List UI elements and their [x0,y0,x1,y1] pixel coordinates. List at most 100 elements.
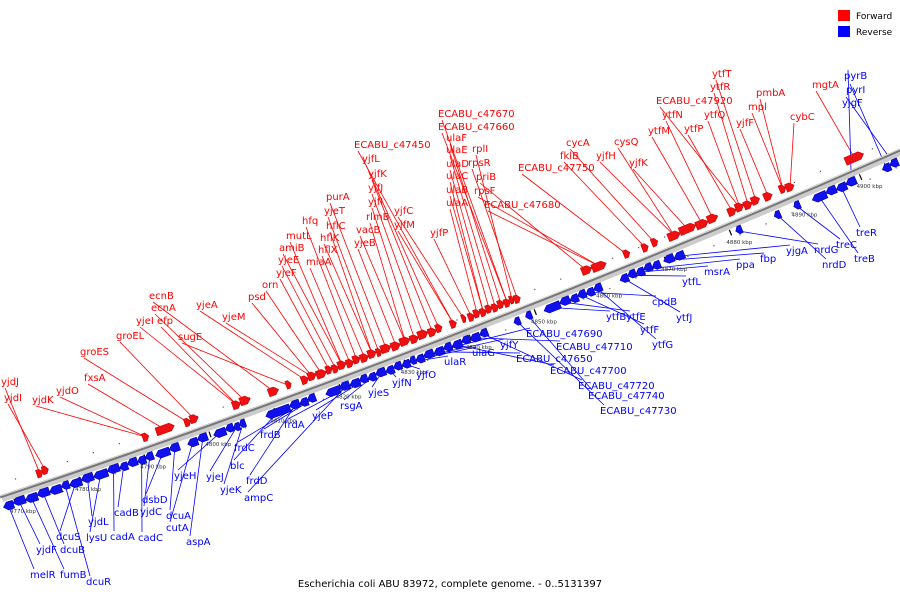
label-leader-line [487,210,600,267]
reverse-gene-label: nrdD [822,260,847,271]
minor-tick [739,234,741,236]
forward-gene-label: purA [326,192,350,203]
minor-tick [348,389,351,391]
label-leader-line [599,161,675,236]
forward-gene-arrow [379,343,392,355]
forward-gene-arrow [496,299,505,310]
reverse-gene-arrow [651,259,663,270]
forward-gene-label: ytfT [712,69,732,80]
forward-gene-label: mgtA [812,80,839,91]
forward-gene-arrow [512,294,521,305]
reverse-gene-label: ytfG [652,340,673,351]
reverse-gene-label: yjgA [786,246,808,257]
minor-tick [687,255,689,258]
forward-gene-label: mutL [286,231,312,242]
reverse-gene-arrow [451,338,464,350]
reverse-gene-label: ECABU_c47720 [578,381,655,392]
forward-gene-arrow [266,386,280,398]
forward-gene-arrow [398,336,411,347]
label-leader-line [119,341,195,420]
reverse-gene-arrow [593,282,604,293]
label-leader-line [687,134,733,212]
reverse-gene-arrow [385,364,396,375]
label-leader-line [8,505,35,570]
reverse-gene-label: frdD [246,476,268,487]
reverse-gene-label: yjeP [312,411,333,422]
axis-highlight [0,148,900,497]
forward-gene-arrow [484,304,493,314]
forward-gene-label: efp [157,316,173,327]
forward-gene-arrow [694,218,709,231]
reverse-gene-arrow [375,366,388,378]
label-leader-line [160,326,237,405]
reverse-gene-arrow [889,157,900,168]
forward-gene-arrow [466,312,475,322]
reverse-gene-label: pyrB [844,71,867,82]
minor-tick [244,427,246,429]
forward-gene-arrow [230,400,241,411]
reverse-gene-arrow [835,181,849,193]
label-leader-line [169,442,194,523]
forward-gene-arrow [733,202,744,213]
minor-tick [560,278,562,280]
minor-tick [635,277,637,279]
forward-gene-label: ytfN [662,110,683,121]
forward-gene-arrow [434,323,443,334]
label-leader-line [143,457,151,507]
reverse-gene-arrow [325,385,342,398]
forward-gene-arrow [508,295,515,305]
kbp-tick-label: 4810 kbp [271,418,297,424]
reverse-gene-label: blc [230,461,245,472]
reverse-gene-label: yjfN [392,378,412,389]
label-leader-line [632,168,689,230]
forward-gene-arrow [188,414,199,425]
reverse-gene-arrow [12,494,27,506]
reverse-gene-label: yjeK [220,485,242,496]
label-leader-line [152,301,274,392]
forward-gene-arrow [416,329,429,341]
legend-reverse-swatch [838,26,850,37]
label-leader-line [797,206,841,240]
label-leader-line [640,265,709,273]
forward-gene-arrow [426,327,437,338]
kbp-tick-label: 4860 kbp [596,293,622,299]
forward-gene-arrow [502,298,511,308]
reverse-gene-arrow [673,249,687,261]
forward-gene-arrow [154,422,175,437]
label-leader-line [31,497,65,570]
kbp-tick-label: 4770 kbp [10,509,36,515]
reverse-gene-arrow [461,334,472,345]
reverse-gene-arrow [25,491,40,503]
label-leader-line [35,405,146,438]
label-leader-line [329,202,387,350]
reverse-gene-label: ytfF [640,325,659,336]
label-leader-line [209,426,238,472]
minor-tick [92,452,94,454]
label-leader-line [669,252,765,261]
label-leader-line [199,310,306,381]
reverse-gene-arrow [735,224,744,235]
reverse-gene-label: yjeJ [206,472,224,483]
label-leader-line [777,214,827,260]
label-leader-line [433,238,472,317]
label-leader-line [289,241,343,366]
forward-gene-label: yjfC [394,206,413,217]
reverse-gene-arrow [627,268,638,279]
label-leader-line [659,106,741,209]
minor-tick [793,181,796,184]
forward-gene-label: yjeM [222,312,245,323]
forward-gene-label: yjeE [278,255,299,266]
label-leader-line [471,168,518,299]
minor-tick [296,408,299,410]
minor-tick [114,473,116,475]
forward-gene-arrow [314,369,327,380]
label-leader-line [739,230,819,245]
kbp-tick-label: 4900 kbp [857,184,883,190]
reverse-gene-arrow [825,184,838,196]
reverse-gene-label: rsgA [340,401,363,412]
label-leader-line [247,387,346,493]
kbp-tick-label: 4820 kbp [336,394,362,400]
label-leader-line [563,161,646,248]
kbp-tick-label: 4850 kbp [531,319,557,325]
forward-gene-arrow [784,182,795,193]
